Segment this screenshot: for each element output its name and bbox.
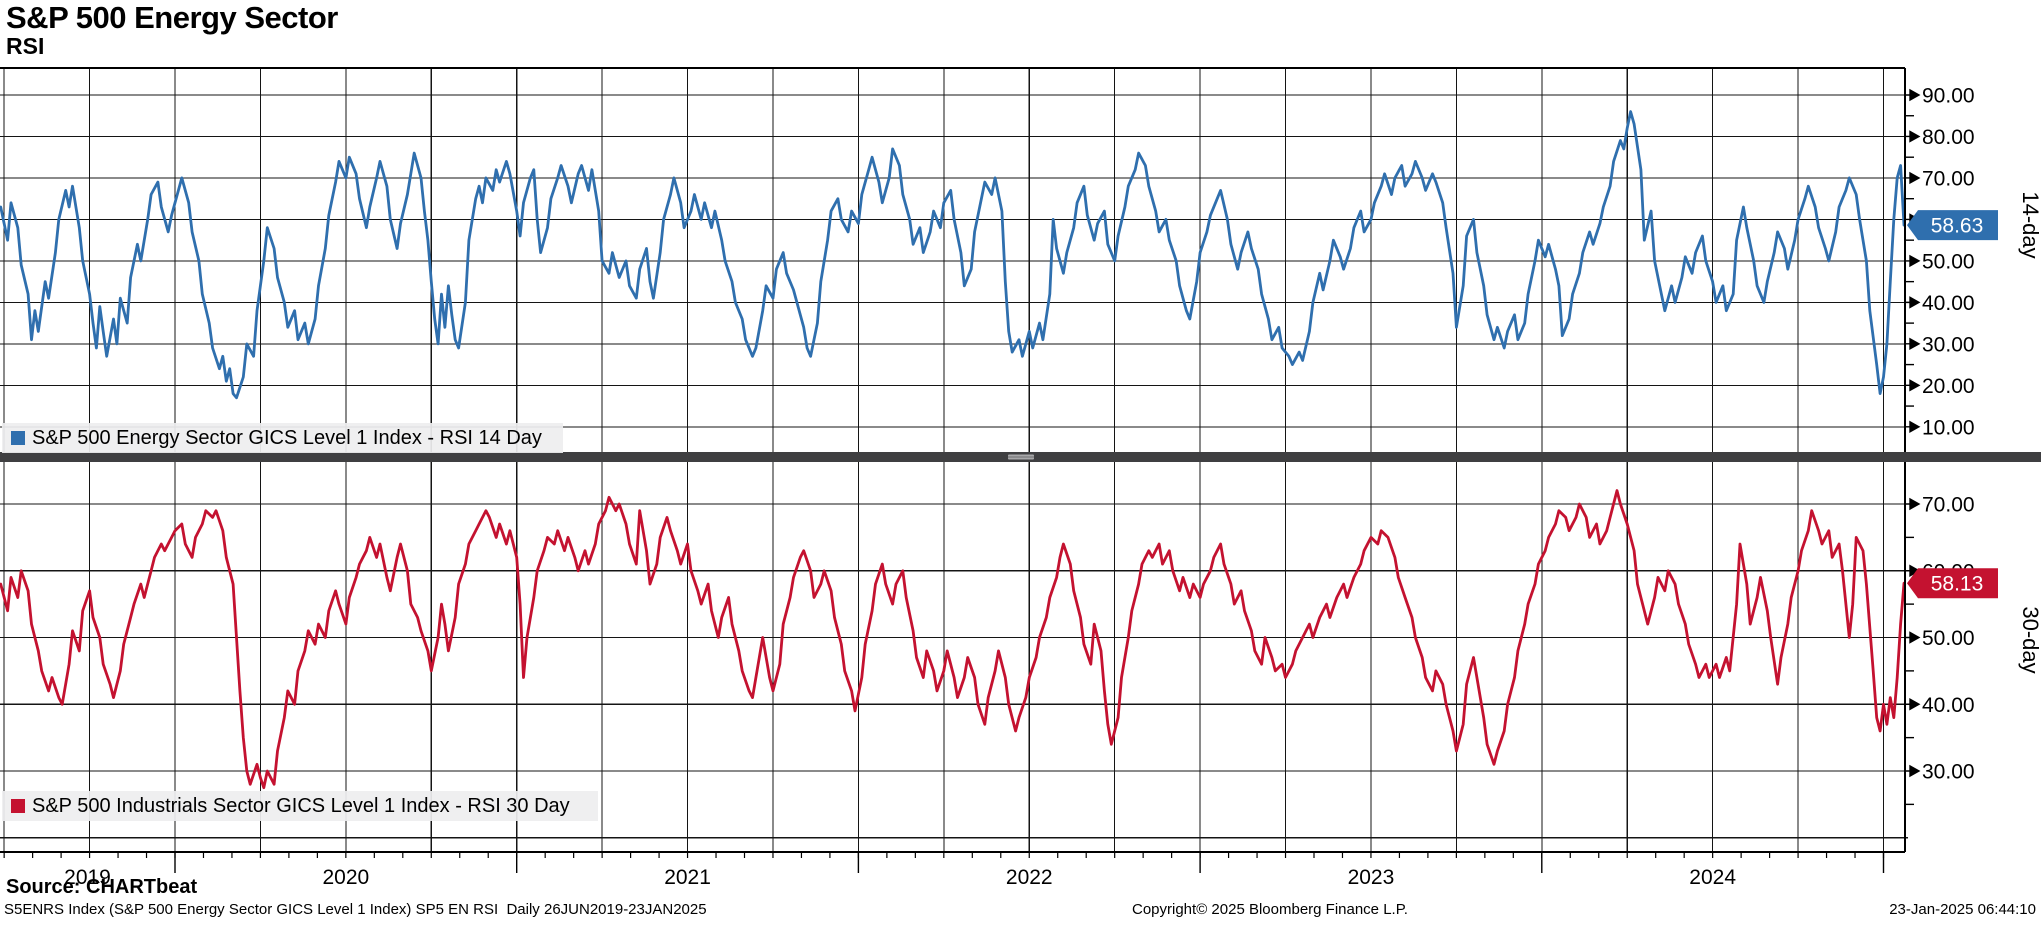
x-axis-year-label: 2022 — [1006, 866, 1053, 889]
x-axis-year-label: 2020 — [322, 866, 369, 889]
panel-axis-label-14-day: 14-day — [2018, 191, 2041, 258]
y-axis-tick-label: 50.00 — [1922, 250, 1975, 273]
y-axis-tick-arrow-icon — [1905, 420, 1921, 433]
series-line-rsi30[interactable] — [0, 489, 1905, 790]
y-axis-tick-label: 50.00 — [1922, 627, 1975, 650]
y-axis-tick-label: 30.00 — [1922, 333, 1975, 356]
source-label: Source: CHARTbeat — [6, 876, 198, 898]
copyright-notice: Copyright© 2025 Bloomberg Finance L.P. — [1132, 901, 1408, 918]
y-axis-tick-label: 40.00 — [1922, 292, 1975, 315]
y-axis-tick-arrow-icon — [1905, 254, 1921, 268]
legend-swatch-red-icon — [11, 799, 25, 813]
x-axis-year-label: 2021 — [664, 866, 711, 889]
last-value-text: 58.63 — [1931, 215, 1984, 238]
y-axis-tick-arrow-icon — [1905, 631, 1921, 644]
y-axis-tick-arrow-icon — [1905, 497, 1921, 511]
x-axis-year-label: 2019 — [64, 866, 111, 889]
series-line-rsi14[interactable] — [0, 110, 1905, 400]
y-axis-tick-label: 70.00 — [1922, 167, 1975, 190]
y-axis-tick-arrow-icon — [1905, 764, 1921, 778]
y-axis-tick-arrow-icon — [1905, 130, 1921, 143]
legend-swatch-blue-icon — [11, 431, 25, 445]
legend-rsi-30-day[interactable]: S&P 500 Industrials Sector GICS Level 1 … — [2, 791, 598, 821]
y-axis-tick-label: 80.00 — [1922, 126, 1975, 149]
chart-subtitle: RSI — [6, 33, 45, 59]
x-axis-year-label: 2023 — [1348, 866, 1395, 889]
y-axis-tick-arrow-icon — [1905, 171, 1921, 185]
y-axis-tick-arrow-icon — [1905, 337, 1921, 351]
page-title: S&P 500 Energy Sector — [6, 0, 338, 35]
y-axis-tick-arrow-icon — [1905, 379, 1921, 392]
y-axis-tick-label: 20.00 — [1922, 375, 1975, 398]
last-value-badge-rsi14[interactable] — [1907, 210, 1998, 241]
last-value-text: 58.13 — [1931, 573, 1984, 596]
y-axis-tick-label: 30.00 — [1922, 761, 1975, 784]
y-axis-tick-label: 40.00 — [1922, 694, 1975, 717]
x-axis-year-label: 2024 — [1689, 866, 1736, 889]
y-axis-tick-label: 90.00 — [1922, 85, 1975, 108]
panel-rsi14: 90.0080.0070.0060.0050.0040.0030.0020.00… — [0, 68, 2041, 452]
legend-label: S&P 500 Energy Sector GICS Level 1 Index… — [32, 426, 542, 449]
timestamp: 23-Jan-2025 06:44:10 — [1889, 901, 2036, 918]
panel-axis-label-30-day: 30-day — [2018, 606, 2041, 673]
y-axis-tick-arrow-icon — [1905, 698, 1921, 711]
y-axis-tick-label: 70.00 — [1922, 494, 1975, 517]
y-axis-tick-arrow-icon — [1905, 296, 1921, 309]
last-value-badge-rsi30[interactable] — [1907, 568, 1998, 599]
security-description: S5ENRS Index (S&P 500 Energy Sector GICS… — [4, 901, 707, 918]
y-axis-tick-arrow-icon — [1905, 88, 1921, 102]
y-axis-tick-label: 10.00 — [1922, 416, 1975, 439]
legend-rsi-14-day[interactable]: S&P 500 Energy Sector GICS Level 1 Index… — [2, 423, 563, 453]
legend-label: S&P 500 Industrials Sector GICS Level 1 … — [32, 794, 570, 817]
